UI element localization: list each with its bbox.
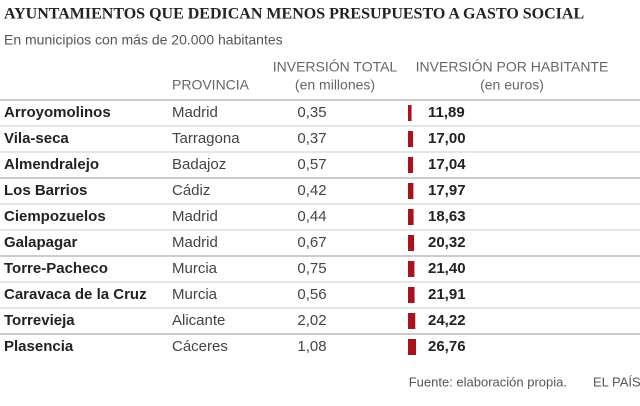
inversion-total: 0,35 xyxy=(297,104,326,121)
inversion-total: 0,67 xyxy=(297,234,326,251)
bar xyxy=(408,339,417,355)
value-label: 18,63 xyxy=(428,208,466,225)
municipio: Almendralejo xyxy=(4,156,99,173)
inversion-total: 0,75 xyxy=(297,260,326,277)
inversion-total: 1,08 xyxy=(297,338,326,355)
municipio: Torrevieja xyxy=(4,312,75,329)
provincia: Madrid xyxy=(172,208,218,225)
municipio: Los Barrios xyxy=(4,182,87,199)
bar xyxy=(408,131,414,147)
inversion-total: 0,37 xyxy=(297,130,326,147)
bar xyxy=(408,313,416,329)
value-label: 21,91 xyxy=(428,286,466,303)
municipio: Ciempozuelos xyxy=(4,208,106,225)
inversion-total: 0,44 xyxy=(297,208,326,225)
municipio: Arroyomolinos xyxy=(4,104,111,121)
value-label: 20,32 xyxy=(428,234,466,251)
municipio: Plasencia xyxy=(4,338,74,355)
title: AYUNTAMIENTOS QUE DEDICAN MENOS PRESUPUE… xyxy=(4,6,584,23)
provincia: Cáceres xyxy=(172,338,228,355)
header: (en euros) xyxy=(480,77,544,93)
bar xyxy=(408,235,415,251)
municipio: Caravaca de la Cruz xyxy=(4,286,147,303)
municipio: Vila-seca xyxy=(4,130,69,147)
value-label: 11,89 xyxy=(428,104,465,121)
header: (en millones) xyxy=(295,77,375,93)
value-label: 17,00 xyxy=(428,130,466,147)
header: INVERSIÓN TOTAL xyxy=(273,59,398,75)
header: INVERSIÓN POR HABITANTE xyxy=(416,59,609,75)
subtitle: En municipios con más de 20.000 habitant… xyxy=(4,32,283,48)
bar xyxy=(408,183,414,199)
provincia: Cádiz xyxy=(172,182,210,199)
inversion-total: 0,56 xyxy=(297,286,326,303)
value-label: 21,40 xyxy=(428,260,466,277)
value-label: 17,04 xyxy=(428,156,466,173)
municipio: Torre-Pacheco xyxy=(4,260,108,277)
bar xyxy=(408,157,414,173)
value-label: 26,76 xyxy=(428,338,466,355)
value-label: 17,97 xyxy=(428,182,466,199)
value-label: 24,22 xyxy=(428,312,466,329)
bar xyxy=(408,287,415,303)
inversion-total: 2,02 xyxy=(297,312,326,329)
provincia: Murcia xyxy=(172,286,218,303)
provincia: Madrid xyxy=(172,234,218,251)
provincia: Badajoz xyxy=(172,156,226,173)
provincia: Murcia xyxy=(172,260,218,277)
provincia: Tarragona xyxy=(172,130,240,147)
municipio: Galapagar xyxy=(4,234,78,251)
provincia: Madrid xyxy=(172,104,218,121)
inversion-total: 0,57 xyxy=(297,156,326,173)
header: PROVINCIA xyxy=(172,77,250,93)
source: Fuente: elaboración propia. xyxy=(409,374,567,389)
bar xyxy=(408,209,414,225)
bar xyxy=(408,261,415,277)
inversion-total: 0,42 xyxy=(297,182,326,199)
bar xyxy=(408,105,412,121)
credit: EL PAÍS xyxy=(593,374,640,389)
provincia: Alicante xyxy=(172,312,225,329)
